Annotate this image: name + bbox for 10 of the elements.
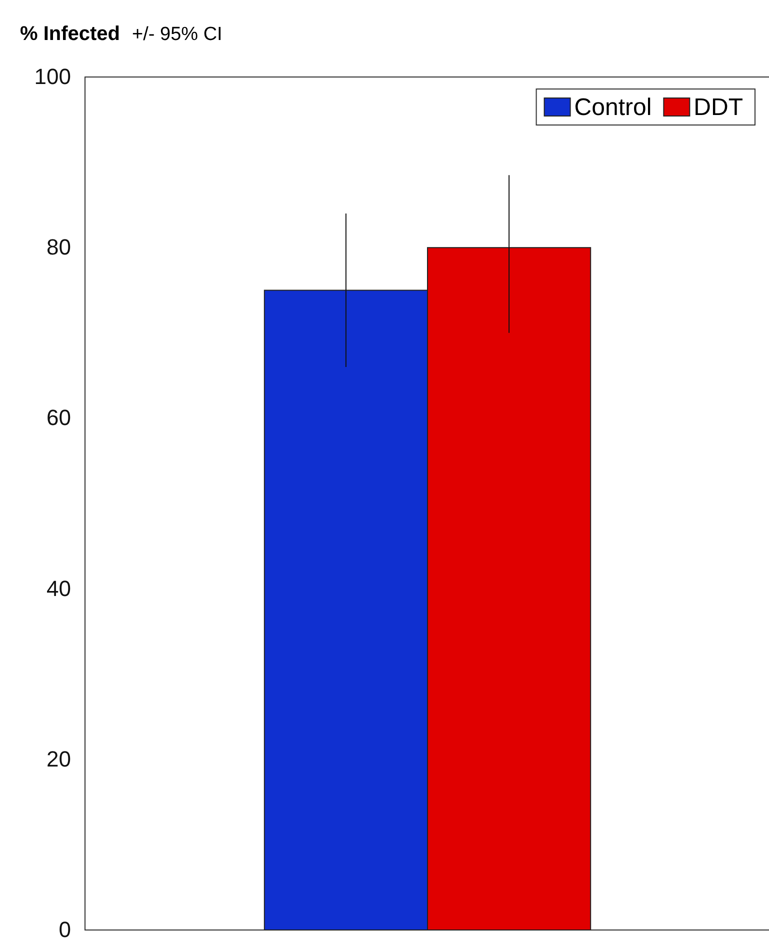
y-tick-label: 100 bbox=[34, 64, 71, 90]
legend-label: Control bbox=[574, 94, 652, 121]
y-tick-label: 40 bbox=[46, 576, 71, 601]
y-tick-label: 60 bbox=[46, 405, 71, 430]
y-tick-label: 80 bbox=[46, 234, 71, 260]
chart-subtitle: +/- 95% CI bbox=[132, 24, 222, 45]
y-tick-label: 0 bbox=[58, 917, 71, 942]
y-tick-label: 20 bbox=[46, 746, 71, 772]
legend-label: DDT bbox=[694, 94, 744, 121]
chart-title: % Infected bbox=[20, 23, 120, 45]
